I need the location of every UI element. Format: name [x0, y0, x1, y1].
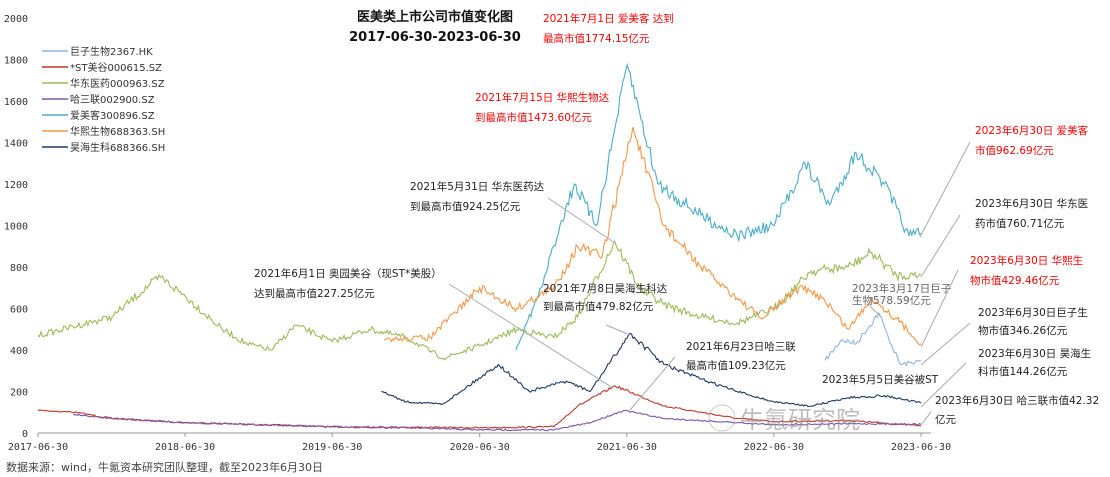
legend-label: *ST美谷000615.SZ — [70, 61, 162, 74]
y-tick-label: 1800 — [4, 56, 28, 67]
legend-label: 巨子生物2367.HK — [70, 45, 153, 58]
chart-title: 医美类上市公司市值变化图 — [357, 9, 513, 25]
annotation-text: 2023年5月5日美谷被ST — [822, 373, 939, 386]
legend-label: 哈三联002900.SZ — [70, 93, 155, 106]
annotation-leader-line — [605, 324, 631, 336]
x-tick-label: 2018-06-30 — [155, 442, 215, 453]
legend-label: 爱美客300896.SZ — [70, 109, 155, 122]
annotation-text: 2021年7月8日昊海生科达 — [543, 282, 668, 295]
y-tick-label: 1000 — [4, 222, 28, 233]
legend-label: 华东医药000963.SZ — [70, 77, 165, 90]
legend-label: 昊海生科688366.SH — [70, 141, 165, 154]
annotation-text: 最高市值109.23亿元 — [686, 359, 786, 372]
x-axis: 2017-06-30 2018-06-30 2019-06-30 2020-06-30… — [8, 432, 951, 453]
y-tick-label: 600 — [10, 305, 28, 316]
y-tick-label: 1200 — [4, 180, 28, 191]
y-tick-label: 400 — [10, 346, 28, 357]
annotation-text: 到最高市值479.82亿元 — [543, 300, 654, 313]
x-tick-label: 2023-06-30 — [891, 442, 951, 453]
annotation-leaders — [448, 141, 971, 426]
annotation-text: 2021年7月1日 爱美客 达到 — [543, 12, 674, 25]
x-tick-label: 2022-06-30 — [744, 442, 804, 453]
annotation-leader-line — [448, 283, 614, 389]
annotation-text: 科市值144.26亿元 — [978, 365, 1068, 378]
annotation-text: 2023年6月30日巨子生 — [978, 306, 1088, 319]
annotation-text: 药市值760.71亿元 — [975, 217, 1065, 230]
annotation-text: 生物578.59亿元 — [852, 294, 931, 307]
chart-subtitle: 2017-06-30-2023-06-30 — [349, 30, 521, 45]
annotation-text: 物市值429.46亿元 — [970, 274, 1060, 287]
annotation-text: 2023年6月30日 哈三联市值42.32 — [935, 394, 1099, 407]
annotation-text: 物市值346.26亿元 — [978, 324, 1068, 337]
x-tick-label: 2020-06-30 — [450, 442, 510, 453]
annotation-text: 2023年3月17日巨子 — [852, 282, 951, 295]
series-line-0 — [824, 311, 922, 367]
y-tick-label: 800 — [10, 263, 28, 274]
annotation-text: 到最高市值1473.60亿元 — [475, 111, 592, 124]
x-tick-label: 2019-06-30 — [302, 442, 362, 453]
series-line-5 — [384, 127, 922, 346]
annotation-text: 最高市值1774.15亿元 — [543, 32, 650, 45]
series-line-1 — [37, 385, 922, 429]
series-line-3 — [72, 409, 922, 432]
series-line-4 — [515, 62, 922, 351]
annotation-text: 到最高市值924.25亿元 — [410, 200, 521, 213]
annotation-leader-line — [629, 356, 676, 411]
annotation-text: 2023年6月30日 华东医 — [975, 197, 1088, 210]
annotation-text: 市值962.69亿元 — [975, 144, 1054, 157]
annotation-leader-line — [869, 305, 881, 317]
series-line-2 — [37, 239, 922, 361]
annotation-leader-line — [920, 269, 959, 348]
watermark: 牛氪研究院 — [708, 404, 860, 434]
annotation-leader-line — [920, 214, 961, 278]
y-tick-label: 1600 — [4, 97, 28, 108]
annotation-leader-line — [919, 141, 971, 238]
annotation-text: 2023年6月30日 昊海生 — [978, 347, 1091, 360]
x-tick-label: 2017-06-30 — [8, 442, 68, 453]
annotation-leader-line — [920, 411, 932, 426]
annotation-leader-line — [547, 197, 616, 244]
annotation-text: 2021年7月15日 华熙生物达 — [475, 91, 610, 104]
annotation-text: 2021年6月23日哈三联 — [686, 340, 796, 353]
data-source-note: 数据来源：wind，牛氪资本研究团队整理，截至2023年6月30日 — [6, 460, 323, 474]
annotation-text: 2023年6月30日 华熙生 — [970, 254, 1083, 267]
y-tick-label: 1400 — [4, 139, 28, 150]
annotation-text: 2021年6月1日 奥园美谷（现ST*美股） — [254, 267, 442, 280]
legend-label: 华熙生物688363.SH — [70, 125, 165, 138]
annotation-text: 达到最高市值227.25亿元 — [254, 287, 375, 300]
annotation-leader-line — [920, 322, 971, 366]
series-line-6 — [381, 332, 922, 408]
legend: 巨子生物2367.HK *ST美谷000615.SZ 华东医药000963.SZ 哈三… — [42, 45, 165, 154]
annotation-text: 2021年5月31日 华东医药达 — [410, 180, 545, 193]
y-tick-label: 200 — [10, 388, 28, 399]
y-axis: 0 200 400 600 800 1000 1200 1400 1600 1800 2000 — [4, 14, 28, 440]
series-lines — [37, 62, 922, 432]
annotation-text: 亿元 — [935, 413, 956, 426]
y-tick-label: 0 — [22, 429, 28, 440]
x-tick-label: 2021-06-30 — [597, 442, 657, 453]
annotation-text: 2023年6月30日 爱美客 — [975, 124, 1089, 137]
watermark-text: 牛氪研究院 — [740, 406, 860, 434]
annotation-leader-line — [920, 362, 967, 408]
y-tick-label: 2000 — [4, 14, 28, 25]
watermark-logo-icon — [708, 404, 736, 432]
